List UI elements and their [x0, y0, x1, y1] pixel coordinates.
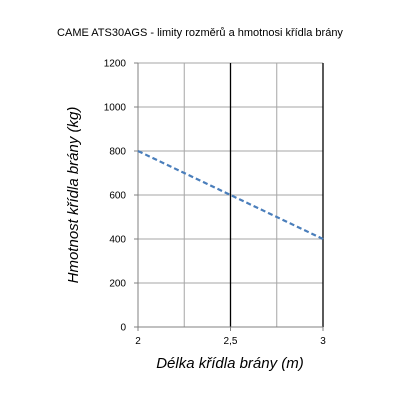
y-tick-label: 400	[109, 235, 126, 246]
x-tick-label: 2,5	[224, 336, 238, 347]
y-tick-label: 0	[120, 323, 126, 334]
x-axis-label: Délka křídla brány (m)	[156, 355, 304, 372]
series-layer	[137, 150, 324, 240]
grid	[138, 62, 324, 327]
chart-title: CAME ATS30AGS - limity rozměrů a hmotnos…	[57, 27, 343, 39]
y-tick-label: 200	[109, 279, 126, 290]
y-axis-label: Hmotnost křídla brány (kg)	[65, 107, 82, 284]
x-tick-label: 3	[320, 336, 326, 347]
y-tick-label: 600	[109, 191, 126, 202]
tick-labels: 0 200 400 600 800 1000 1200 2 2,5 3	[104, 59, 326, 348]
y-tick-label: 1200	[104, 59, 127, 70]
series-line	[137, 150, 324, 240]
y-tick-label: 1000	[104, 103, 127, 114]
axes	[134, 62, 324, 331]
y-tick-label: 800	[109, 147, 126, 158]
x-tick-label: 2	[135, 336, 141, 347]
